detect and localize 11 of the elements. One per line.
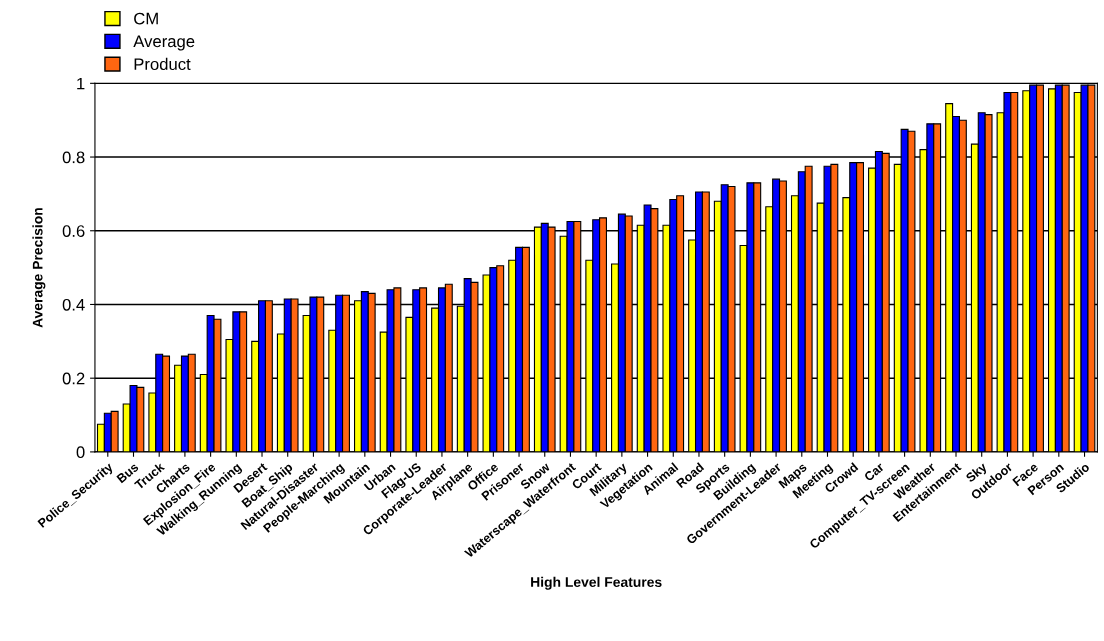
y-tick-label: 0.4 — [62, 298, 85, 311]
y-tick-label: 0.2 — [62, 372, 85, 385]
y-tick-label: 1 — [77, 77, 85, 90]
legend-label: Average — [133, 35, 195, 51]
y-axis-title: Average Precision — [32, 208, 46, 328]
y-tick-label: 0.8 — [62, 151, 85, 164]
legend-label: CM — [134, 12, 158, 25]
y-tick-label: 0.6 — [62, 225, 85, 237]
y-tick-label: 0 — [76, 446, 85, 459]
legend-label: Product — [134, 57, 191, 71]
x-axis-title: High Level Features — [531, 576, 662, 590]
